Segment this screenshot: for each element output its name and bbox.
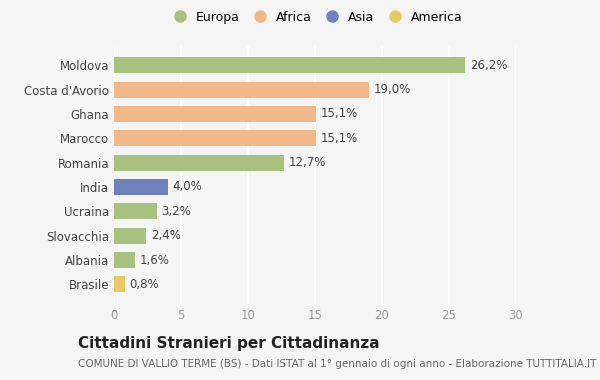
Text: 15,1%: 15,1% (321, 132, 358, 145)
Bar (114, 203, 157, 219)
Text: 3,2%: 3,2% (161, 205, 191, 218)
Bar (114, 155, 284, 171)
Bar (114, 276, 125, 292)
Text: 1,6%: 1,6% (140, 253, 170, 266)
Text: 4,0%: 4,0% (172, 180, 202, 193)
Text: 15,1%: 15,1% (321, 108, 358, 120)
Bar (114, 82, 368, 98)
Bar (114, 130, 316, 146)
Bar (114, 179, 167, 195)
Text: 19,0%: 19,0% (373, 83, 410, 96)
Text: 12,7%: 12,7% (289, 156, 326, 169)
Text: Cittadini Stranieri per Cittadinanza: Cittadini Stranieri per Cittadinanza (78, 336, 380, 351)
Text: COMUNE DI VALLIO TERME (BS) - Dati ISTAT al 1° gennaio di ogni anno - Elaborazio: COMUNE DI VALLIO TERME (BS) - Dati ISTAT… (78, 359, 596, 369)
Legend: Europa, Africa, Asia, America: Europa, Africa, Asia, America (167, 11, 463, 24)
Text: 0,8%: 0,8% (130, 278, 159, 291)
Bar (114, 252, 136, 268)
Bar (114, 106, 316, 122)
Bar (114, 57, 465, 73)
Text: 26,2%: 26,2% (470, 59, 507, 72)
Text: 2,4%: 2,4% (151, 229, 181, 242)
Bar (114, 228, 146, 244)
